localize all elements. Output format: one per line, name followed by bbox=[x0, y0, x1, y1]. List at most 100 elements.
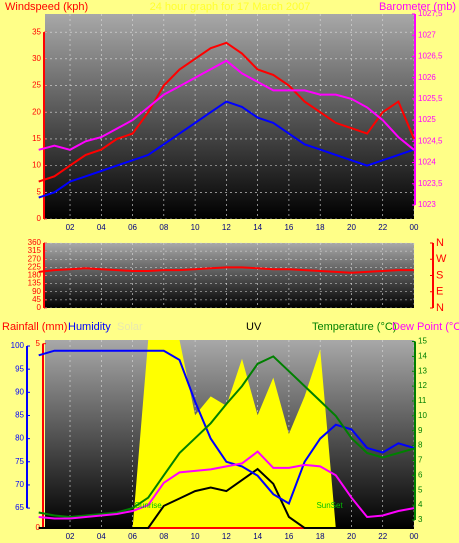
y-tick-label: N bbox=[436, 302, 444, 314]
y-tick-label: 1024,5 bbox=[418, 136, 443, 145]
y-tick-label: 85 bbox=[15, 411, 24, 420]
y-tick-label: 1027,5 bbox=[418, 9, 443, 18]
chart-title: 24 hour graph for 17 March 2007 bbox=[150, 1, 311, 13]
y-tick-label: 1026 bbox=[418, 73, 436, 82]
series-line bbox=[38, 59, 415, 151]
y-tick-label: 360 bbox=[28, 238, 42, 247]
y-tick-label: 5 bbox=[36, 339, 41, 348]
y-tick-label: 1025 bbox=[418, 115, 436, 124]
y-tick-label: 9 bbox=[418, 426, 423, 435]
y-tick-label: 25 bbox=[32, 81, 41, 90]
x-tick-label: 20 bbox=[347, 532, 356, 541]
y-tick-label: 15 bbox=[418, 337, 427, 346]
x-tick-label: 14 bbox=[253, 532, 262, 541]
y-tick-label: 90 bbox=[15, 387, 24, 396]
windspeed-label: Windspeed (kph) bbox=[5, 1, 88, 13]
y-tick-label: 0 bbox=[36, 523, 41, 532]
y-tick-label: N bbox=[436, 237, 444, 249]
y-tick-label: 4 bbox=[418, 500, 423, 509]
y-tick-label: 65 bbox=[15, 503, 24, 512]
x-tick-label: 04 bbox=[97, 532, 106, 541]
y-tick-label: 225 bbox=[28, 262, 42, 271]
x-tick-label: 06 bbox=[128, 223, 137, 232]
x-tick-label: 10 bbox=[191, 223, 200, 232]
y-tick-label: 3 bbox=[418, 515, 423, 524]
y-tick-label: 70 bbox=[15, 480, 24, 489]
x-tick-label: 04 bbox=[97, 223, 106, 232]
legend-label: Rainfall (mm) bbox=[2, 321, 67, 333]
series-line bbox=[38, 450, 415, 520]
y-tick-label: S bbox=[436, 269, 443, 281]
x-tick-label: 16 bbox=[284, 532, 293, 541]
y-tick-label: 1025,5 bbox=[418, 94, 443, 103]
legend-label: Dew Point (°C bbox=[392, 321, 459, 333]
x-tick-label: 00 bbox=[410, 223, 419, 232]
y-tick-label: 45 bbox=[32, 295, 41, 304]
series-line bbox=[38, 41, 415, 183]
series-line bbox=[38, 355, 415, 519]
y-tick-label: 10 bbox=[32, 161, 41, 170]
series-line bbox=[38, 100, 415, 199]
y-tick-label: 80 bbox=[15, 434, 24, 443]
x-tick-label: 20 bbox=[347, 223, 356, 232]
x-tick-label: 00 bbox=[410, 532, 419, 541]
y-tick-label: 315 bbox=[28, 246, 42, 255]
annotation: Sunrise bbox=[135, 501, 163, 510]
y-tick-label: 11 bbox=[418, 396, 427, 405]
y-tick-label: 12 bbox=[418, 381, 427, 390]
y-tick-label: 0 bbox=[37, 214, 42, 223]
legend-label: Humidity bbox=[68, 321, 111, 333]
x-tick-label: 16 bbox=[284, 223, 293, 232]
x-tick-label: 08 bbox=[159, 223, 168, 232]
x-tick-label: 02 bbox=[66, 532, 75, 541]
solar-area bbox=[38, 340, 414, 528]
y-tick-label: 35 bbox=[32, 27, 41, 36]
barometer-label: Barometer (mb) bbox=[379, 1, 456, 13]
x-tick-label: 14 bbox=[253, 223, 262, 232]
y-tick-label: 0 bbox=[37, 303, 42, 312]
y-tick-label: 270 bbox=[28, 254, 42, 263]
y-tick-label: 1027 bbox=[418, 30, 436, 39]
y-tick-label: 6 bbox=[418, 470, 423, 479]
y-tick-label: E bbox=[436, 286, 443, 298]
x-tick-label: 22 bbox=[378, 532, 387, 541]
x-tick-label: 22 bbox=[378, 223, 387, 232]
y-tick-label: 1026,5 bbox=[418, 52, 443, 61]
y-tick-label: 30 bbox=[32, 54, 41, 63]
y-tick-label: 14 bbox=[418, 351, 427, 360]
legend-label: UV bbox=[246, 321, 262, 333]
x-tick-label: 10 bbox=[191, 532, 200, 541]
x-tick-label: 08 bbox=[159, 532, 168, 541]
annotation: SunSet bbox=[316, 501, 343, 510]
legend-label: Solar bbox=[117, 321, 143, 333]
y-tick-label: 5 bbox=[37, 187, 42, 196]
y-tick-label: 90 bbox=[32, 287, 41, 296]
y-tick-label: 135 bbox=[28, 279, 42, 288]
x-tick-label: 18 bbox=[316, 223, 325, 232]
x-tick-label: 18 bbox=[316, 532, 325, 541]
x-tick-label: 02 bbox=[66, 223, 75, 232]
x-tick-label: 06 bbox=[128, 532, 137, 541]
y-tick-label: 10 bbox=[418, 411, 427, 420]
x-tick-label: 12 bbox=[222, 532, 231, 541]
y-tick-label: 95 bbox=[15, 364, 24, 373]
y-tick-label: 5 bbox=[418, 485, 423, 494]
series-line bbox=[38, 266, 414, 274]
plot-background bbox=[45, 14, 414, 219]
y-tick-label: 100 bbox=[11, 341, 25, 350]
y-tick-label: W bbox=[436, 253, 447, 265]
y-tick-label: 75 bbox=[15, 457, 24, 466]
series-line bbox=[38, 349, 415, 505]
y-tick-label: 13 bbox=[418, 366, 427, 375]
y-tick-label: 20 bbox=[32, 107, 41, 116]
y-tick-label: 1023 bbox=[418, 200, 436, 209]
legend-label: Temperature (°C) bbox=[312, 321, 396, 333]
y-tick-label: 15 bbox=[32, 134, 41, 143]
y-tick-label: 8 bbox=[418, 441, 423, 450]
y-tick-label: 1023,5 bbox=[418, 179, 443, 188]
y-tick-label: 7 bbox=[418, 456, 423, 465]
series-line bbox=[38, 467, 414, 529]
y-tick-label: 1024 bbox=[418, 158, 436, 167]
